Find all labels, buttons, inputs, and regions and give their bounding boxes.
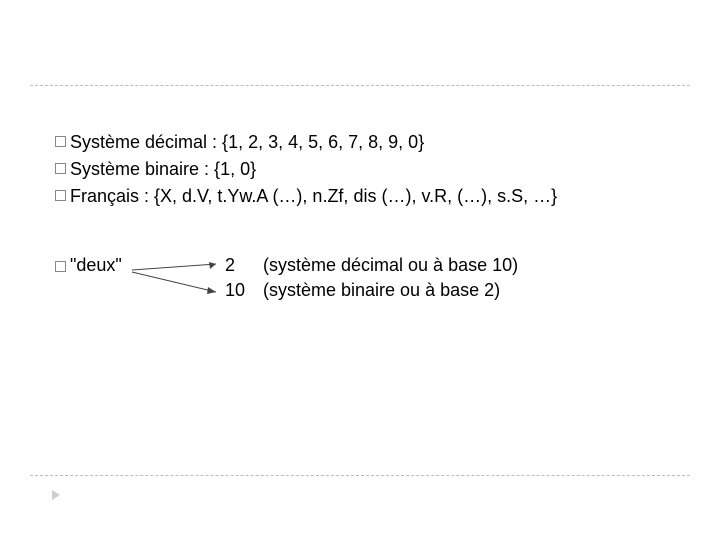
- square-bullet-icon: [55, 261, 66, 272]
- deux-label-group: "deux": [55, 255, 122, 276]
- table-row: 10 (système binaire ou à base 2): [225, 278, 518, 303]
- num-desc: (système décimal ou à base 10): [263, 253, 518, 278]
- num-value: 2: [225, 253, 263, 278]
- representation-table: 2 (système décimal ou à base 10) 10 (sys…: [225, 253, 518, 303]
- bullet-text: Français : {X, d.V, t.Yw.A (…), n.Zf, di…: [70, 184, 680, 209]
- square-bullet-icon: [55, 136, 66, 147]
- square-bullet-icon: [55, 190, 66, 201]
- bullet-text: Système binaire : {1, 0}: [70, 157, 680, 182]
- footer-triangle-icon: [52, 490, 60, 500]
- square-bullet-icon: [55, 163, 66, 174]
- branch-arrows-icon: [130, 262, 220, 302]
- num-value: 10: [225, 278, 263, 303]
- bottom-divider: [30, 475, 690, 476]
- bullet-text: Système décimal : {1, 2, 3, 4, 5, 6, 7, …: [70, 130, 680, 155]
- bullet-list: Système décimal : {1, 2, 3, 4, 5, 6, 7, …: [55, 130, 680, 212]
- deux-label: "deux": [70, 255, 122, 276]
- list-item: Système décimal : {1, 2, 3, 4, 5, 6, 7, …: [55, 130, 680, 155]
- table-row: 2 (système décimal ou à base 10): [225, 253, 518, 278]
- num-desc: (système binaire ou à base 2): [263, 278, 500, 303]
- list-item: Système binaire : {1, 0}: [55, 157, 680, 182]
- top-divider: [30, 85, 690, 86]
- list-item: Français : {X, d.V, t.Yw.A (…), n.Zf, di…: [55, 184, 680, 209]
